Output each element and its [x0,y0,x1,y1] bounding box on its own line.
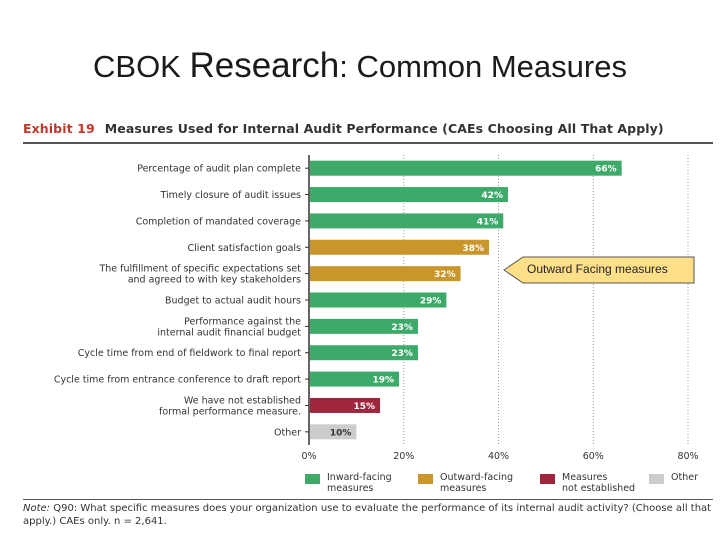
category-label: Timely closure of audit issues [159,190,301,201]
bar [310,345,418,361]
bar-value-label: 23% [391,349,413,359]
x-tick-label: 40% [488,451,509,462]
legend-swatch-other [649,474,664,484]
legend-label-not-established: Measures not established [562,472,636,494]
chart-note: Note: Q90: What specific measures does y… [23,503,713,528]
exhibit-header: Exhibit 19 Measures Used for Internal Aud… [23,121,664,136]
slide-title-part3: : Common Measures [339,49,627,84]
category-label: Other [274,427,301,438]
legend-label-other: Other [671,472,698,483]
chart-legend: Inward-facing measures Outward-facing me… [0,472,720,496]
bar-value-label: 10% [330,428,352,438]
note-label: Note: [23,503,51,514]
note-text: Q90: What specific measures does your or… [23,503,712,527]
header-divider [23,142,713,144]
bar-value-label: 32% [434,270,456,280]
category-label: Percentage of audit plan complete [137,164,301,175]
legend-swatch-outward [418,474,433,484]
callout-arrow-shape [503,256,695,284]
bar [310,292,447,308]
outward-facing-callout: Outward Facing measures [503,256,695,284]
bar-value-label: 19% [372,376,394,386]
slide-title-part2: Research [189,46,340,85]
callout-text: Outward Facing measures [527,262,668,276]
slide-title-part1: CBOK [93,49,190,84]
bar [310,318,418,334]
bar [310,187,508,203]
bar-value-label: 66% [595,165,617,175]
category-label: Cycle time from entrance conference to d… [54,375,301,386]
legend-swatch-not-established [540,474,555,484]
bar-value-label: 15% [354,402,376,412]
x-tick-label: 80% [677,451,698,462]
bar [310,397,381,413]
bar-value-label: 38% [462,244,484,254]
exhibit-label: Exhibit 19 [23,121,95,136]
bar [310,239,490,255]
x-tick-label: 0% [301,451,316,462]
category-label: Budget to actual audit hours [165,296,301,307]
bar-value-label: 23% [391,323,413,333]
bar-value-label: 41% [477,217,499,227]
category-label: Cycle time from end of fieldwork to fina… [78,348,302,359]
bar [310,160,622,176]
slide-title: CBOK Research: Common Measures [0,46,720,86]
legend-swatch-inward [305,474,320,484]
exhibit-title: Measures Used for Internal Audit Perform… [104,121,664,136]
category-label: The fulfillment of specific expectations… [98,264,301,286]
category-label: Completion of mandated coverage [136,216,301,227]
bar-value-label: 42% [481,191,503,201]
x-tick-label: 20% [393,451,414,462]
category-label: We have not established formal performanc… [159,395,301,417]
bar [310,424,357,440]
bar [310,213,504,229]
category-label: Performance against the internal audit fi… [157,316,301,338]
legend-label-inward: Inward-facing measures [327,472,392,494]
category-label: Client satisfaction goals [188,243,302,254]
bar [310,266,461,282]
note-divider [23,499,713,500]
legend-label-outward: Outward-facing measures [440,472,514,494]
x-tick-label: 60% [583,451,604,462]
bar-value-label: 29% [420,297,442,307]
bar [310,371,400,387]
